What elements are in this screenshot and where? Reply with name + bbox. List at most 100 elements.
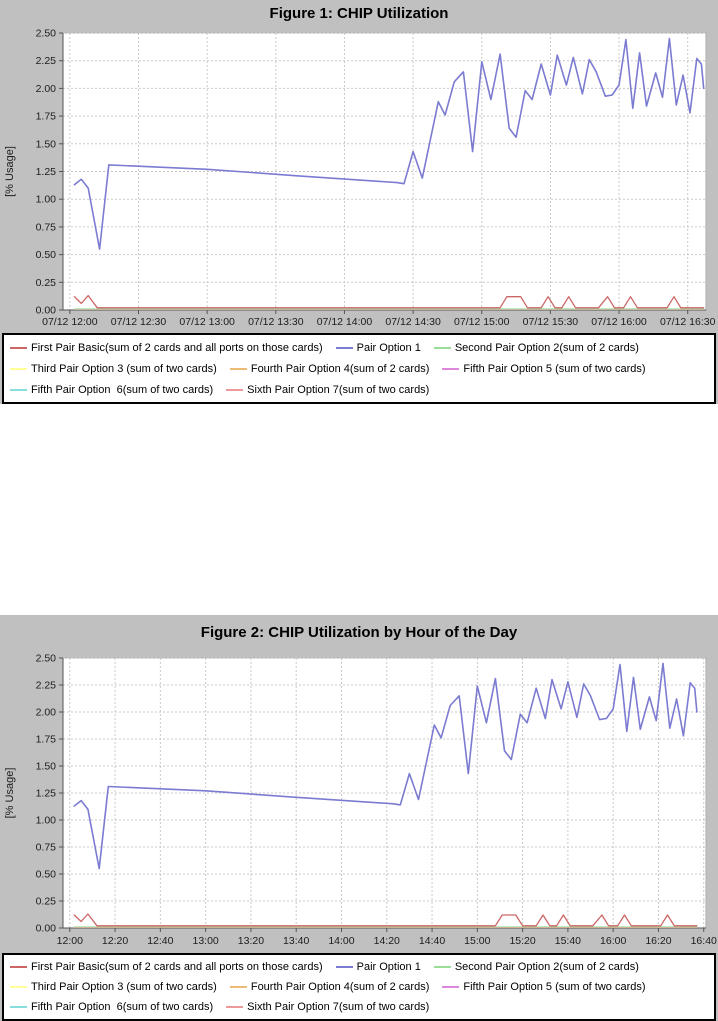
y-tick-label: 1.00 — [36, 815, 57, 827]
x-tick-label: 07/12 14:30 — [385, 316, 441, 328]
figure-1-legend: First Pair Basic(sum of 2 cards and all … — [2, 333, 716, 404]
x-tick-label: 14:40 — [419, 935, 445, 947]
x-tick-label: 07/12 12:00 — [42, 316, 98, 328]
legend-item: Fifth Pair Option 6(sum of two cards) — [10, 1001, 213, 1013]
legend-item: Sixth Pair Option 7(sum of two cards) — [226, 384, 429, 396]
y-axis-title: [% Usage] — [4, 146, 16, 197]
figure-2-title: Figure 2: CHIP Utilization by Hour of th… — [200, 624, 518, 641]
x-tick-label: 12:40 — [147, 935, 173, 947]
y-tick-label: 0.00 — [36, 305, 57, 317]
legend-item: Fourth Pair Option 4(sum of 2 cards) — [229, 362, 430, 375]
legend-row: First Pair Basic(sum of 2 cards and all … — [10, 337, 708, 358]
y-tick-label: 0.75 — [36, 221, 57, 233]
y-tick-label: 2.00 — [36, 83, 57, 95]
legend-item-label: First Pair Basic(sum of 2 cards and all … — [31, 341, 323, 354]
y-tick-label: 1.50 — [36, 138, 57, 150]
series-pair-option-1 — [73, 37, 705, 250]
y-tick-label: 1.00 — [36, 194, 57, 206]
x-tick-label: 07/12 13:30 — [248, 316, 304, 328]
legend-row: Fifth Pair Option 6(sum of two cards) Six… — [10, 997, 708, 1017]
legend-swatch-icon — [10, 986, 27, 988]
x-tick-label: 07/12 13:00 — [179, 316, 235, 328]
legend-item-label: Second Pair Option 2(sum of 2 cards) — [454, 961, 639, 973]
legend-item: Pair Option 1 — [335, 341, 421, 354]
y-tick-label: 2.25 — [36, 55, 57, 67]
legend-item-label: Third Pair Option 3 (sum of two cards) — [31, 981, 217, 993]
figure-1: Figure 1: CHIP Utilization 0.00 0.25 0.50 0… — [0, 0, 718, 404]
legend-item: Sixth Pair Option 7(sum of two cards) — [226, 1001, 429, 1013]
legend-item-label: Third Pair Option 3 (sum of two cards) — [31, 362, 217, 375]
y-tick-label: 1.75 — [36, 734, 57, 746]
y-tick-label: 0.00 — [36, 923, 57, 935]
x-tick-label: 14:20 — [374, 935, 400, 947]
x-tick-label: 07/12 16:00 — [591, 316, 647, 328]
legend-item: Second Pair Option 2(sum of 2 cards) — [433, 342, 639, 354]
y-tick-label: 2.50 — [36, 28, 57, 40]
x-tick-label: 16:40 — [691, 935, 717, 947]
legend-item-label: Fifth Pair Option 5 (sum of two cards) — [463, 362, 646, 375]
y-tick-label: 0.50 — [36, 249, 57, 261]
legend-swatch-icon — [442, 367, 460, 370]
legend-item-label: Fifth Pair Option 5 (sum of two cards) — [463, 981, 646, 993]
x-tick-label: 12:00 — [57, 935, 83, 947]
x-tick-label: 15:00 — [464, 935, 490, 947]
x-tick-label: 15:20 — [509, 935, 535, 947]
legend-swatch-icon — [10, 367, 27, 370]
legend-item-label: Fourth Pair Option 4(sum of 2 cards) — [250, 362, 430, 375]
y-tick-label: 1.25 — [36, 788, 57, 800]
x-tick-label: 15:40 — [555, 935, 581, 947]
legend-item: First Pair Basic(sum of 2 cards and all … — [10, 961, 323, 973]
figure-2: Figure 2: CHIP Utilization by Hour of th… — [0, 615, 718, 1021]
legend-item: First Pair Basic(sum of 2 cards and all … — [10, 342, 323, 354]
legend-row: First Pair Basic(sum of 2 cards and all … — [10, 957, 708, 977]
legend-swatch-icon — [433, 346, 451, 349]
x-tick-label: 16:00 — [600, 935, 626, 947]
y-tick-label: 2.50 — [36, 653, 57, 665]
legend-item-label: Sixth Pair Option 7(sum of two cards) — [247, 1001, 430, 1013]
legend-item-label: Fourth Pair Option 4(sum of 2 cards) — [250, 981, 430, 993]
x-tick-label: 07/12 15:30 — [523, 316, 579, 328]
legend-item-label: First Pair Basic(sum of 2 cards and all … — [31, 961, 323, 973]
y-tick-label: 0.25 — [36, 896, 57, 908]
legend-item-label: Fifth Pair Option 6(sum of two cards) — [31, 383, 214, 396]
series-first-pair-basic — [73, 913, 698, 927]
legend-swatch-icon — [226, 388, 244, 391]
legend-item-label: Pair Option 1 — [356, 961, 421, 973]
legend-swatch-icon — [335, 966, 353, 968]
legend-item-label: Sixth Pair Option 7(sum of two cards) — [247, 383, 430, 396]
figure-1-title: Figure 1: CHIP Utilization — [269, 5, 449, 22]
legend-swatch-icon — [10, 388, 27, 391]
legend-swatch-icon — [229, 986, 247, 988]
x-tick-label: 07/12 16:30 — [660, 316, 716, 328]
legend-swatch-icon — [10, 966, 27, 968]
y-tick-label: 0.75 — [36, 842, 57, 854]
legend-swatch-icon — [10, 346, 27, 349]
y-tick-label: 0.50 — [36, 869, 57, 881]
y-tick-label: 2.00 — [36, 707, 57, 719]
legend-item-label: Fifth Pair Option 6(sum of two cards) — [31, 1001, 214, 1013]
y-tick-label: 2.25 — [36, 680, 57, 692]
legend-item: Fifth Pair Option 5 (sum of two cards) — [442, 981, 646, 993]
x-tick-label: 13:00 — [192, 935, 218, 947]
legend-item: Second Pair Option 2(sum of 2 cards) — [433, 961, 639, 973]
x-tick-label: 14:00 — [328, 935, 354, 947]
legend-item-label: Pair Option 1 — [356, 341, 421, 354]
figure-2-legend: First Pair Basic(sum of 2 cards and all … — [2, 953, 716, 1021]
x-tick-label: 12:20 — [102, 935, 128, 947]
series-first-pair-basic — [73, 294, 705, 309]
legend-item: Fifth Pair Option 6(sum of two cards) — [10, 384, 213, 396]
x-tick-label: 07/12 15:00 — [454, 316, 510, 328]
legend-item: Fourth Pair Option 4(sum of 2 cards) — [229, 981, 430, 993]
legend-swatch-icon — [226, 1006, 244, 1008]
series-pair-option-1 — [73, 662, 698, 870]
x-tick-label: 16:20 — [645, 935, 671, 947]
legend-swatch-icon — [10, 1006, 27, 1008]
x-tick-label: 07/12 14:00 — [317, 316, 373, 328]
legend-swatch-icon — [433, 966, 451, 968]
legend-row: Fifth Pair Option 6(sum of two cards) Six… — [10, 379, 708, 400]
legend-row: Third Pair Option 3 (sum of two cards) Fo… — [10, 977, 708, 997]
y-tick-label: 1.75 — [36, 111, 57, 123]
x-tick-label: 13:40 — [283, 935, 309, 947]
legend-swatch-icon — [229, 367, 247, 370]
